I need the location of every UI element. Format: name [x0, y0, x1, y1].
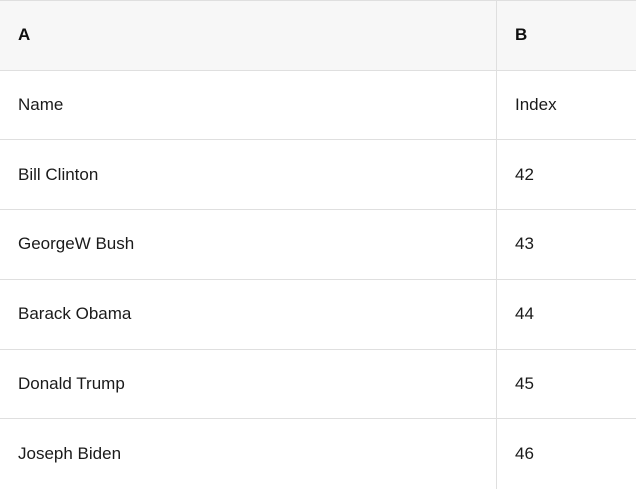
- table-row: GeorgeW Bush 43: [0, 210, 636, 280]
- table-row: Joseph Biden 46: [0, 419, 636, 489]
- cell-name-donald-trump[interactable]: Donald Trump: [0, 349, 497, 419]
- column-header-row: A B: [0, 1, 636, 71]
- cell-index-44[interactable]: 44: [497, 279, 636, 349]
- cell-index-42[interactable]: 42: [497, 140, 636, 210]
- column-header-b[interactable]: B: [497, 1, 636, 70]
- cell-index-46[interactable]: 46: [497, 419, 636, 489]
- column-header-a[interactable]: A: [0, 1, 497, 70]
- table-row: Name Index: [0, 70, 636, 141]
- cell-name-label[interactable]: Name: [0, 70, 497, 140]
- cell-name-bill-clinton[interactable]: Bill Clinton: [0, 140, 497, 210]
- table-row: Bill Clinton 42: [0, 140, 636, 211]
- cell-name-barack-obama[interactable]: Barack Obama: [0, 279, 497, 349]
- cell-index-45[interactable]: 45: [497, 349, 636, 419]
- cell-index-label[interactable]: Index: [497, 70, 636, 140]
- cell-name-joseph-biden[interactable]: Joseph Biden: [0, 419, 497, 489]
- cell-name-georgew-bush[interactable]: GeorgeW Bush: [0, 210, 497, 279]
- table-row: Donald Trump 45: [0, 349, 636, 420]
- cell-index-43[interactable]: 43: [497, 210, 636, 279]
- table-row: Barack Obama 44: [0, 279, 636, 350]
